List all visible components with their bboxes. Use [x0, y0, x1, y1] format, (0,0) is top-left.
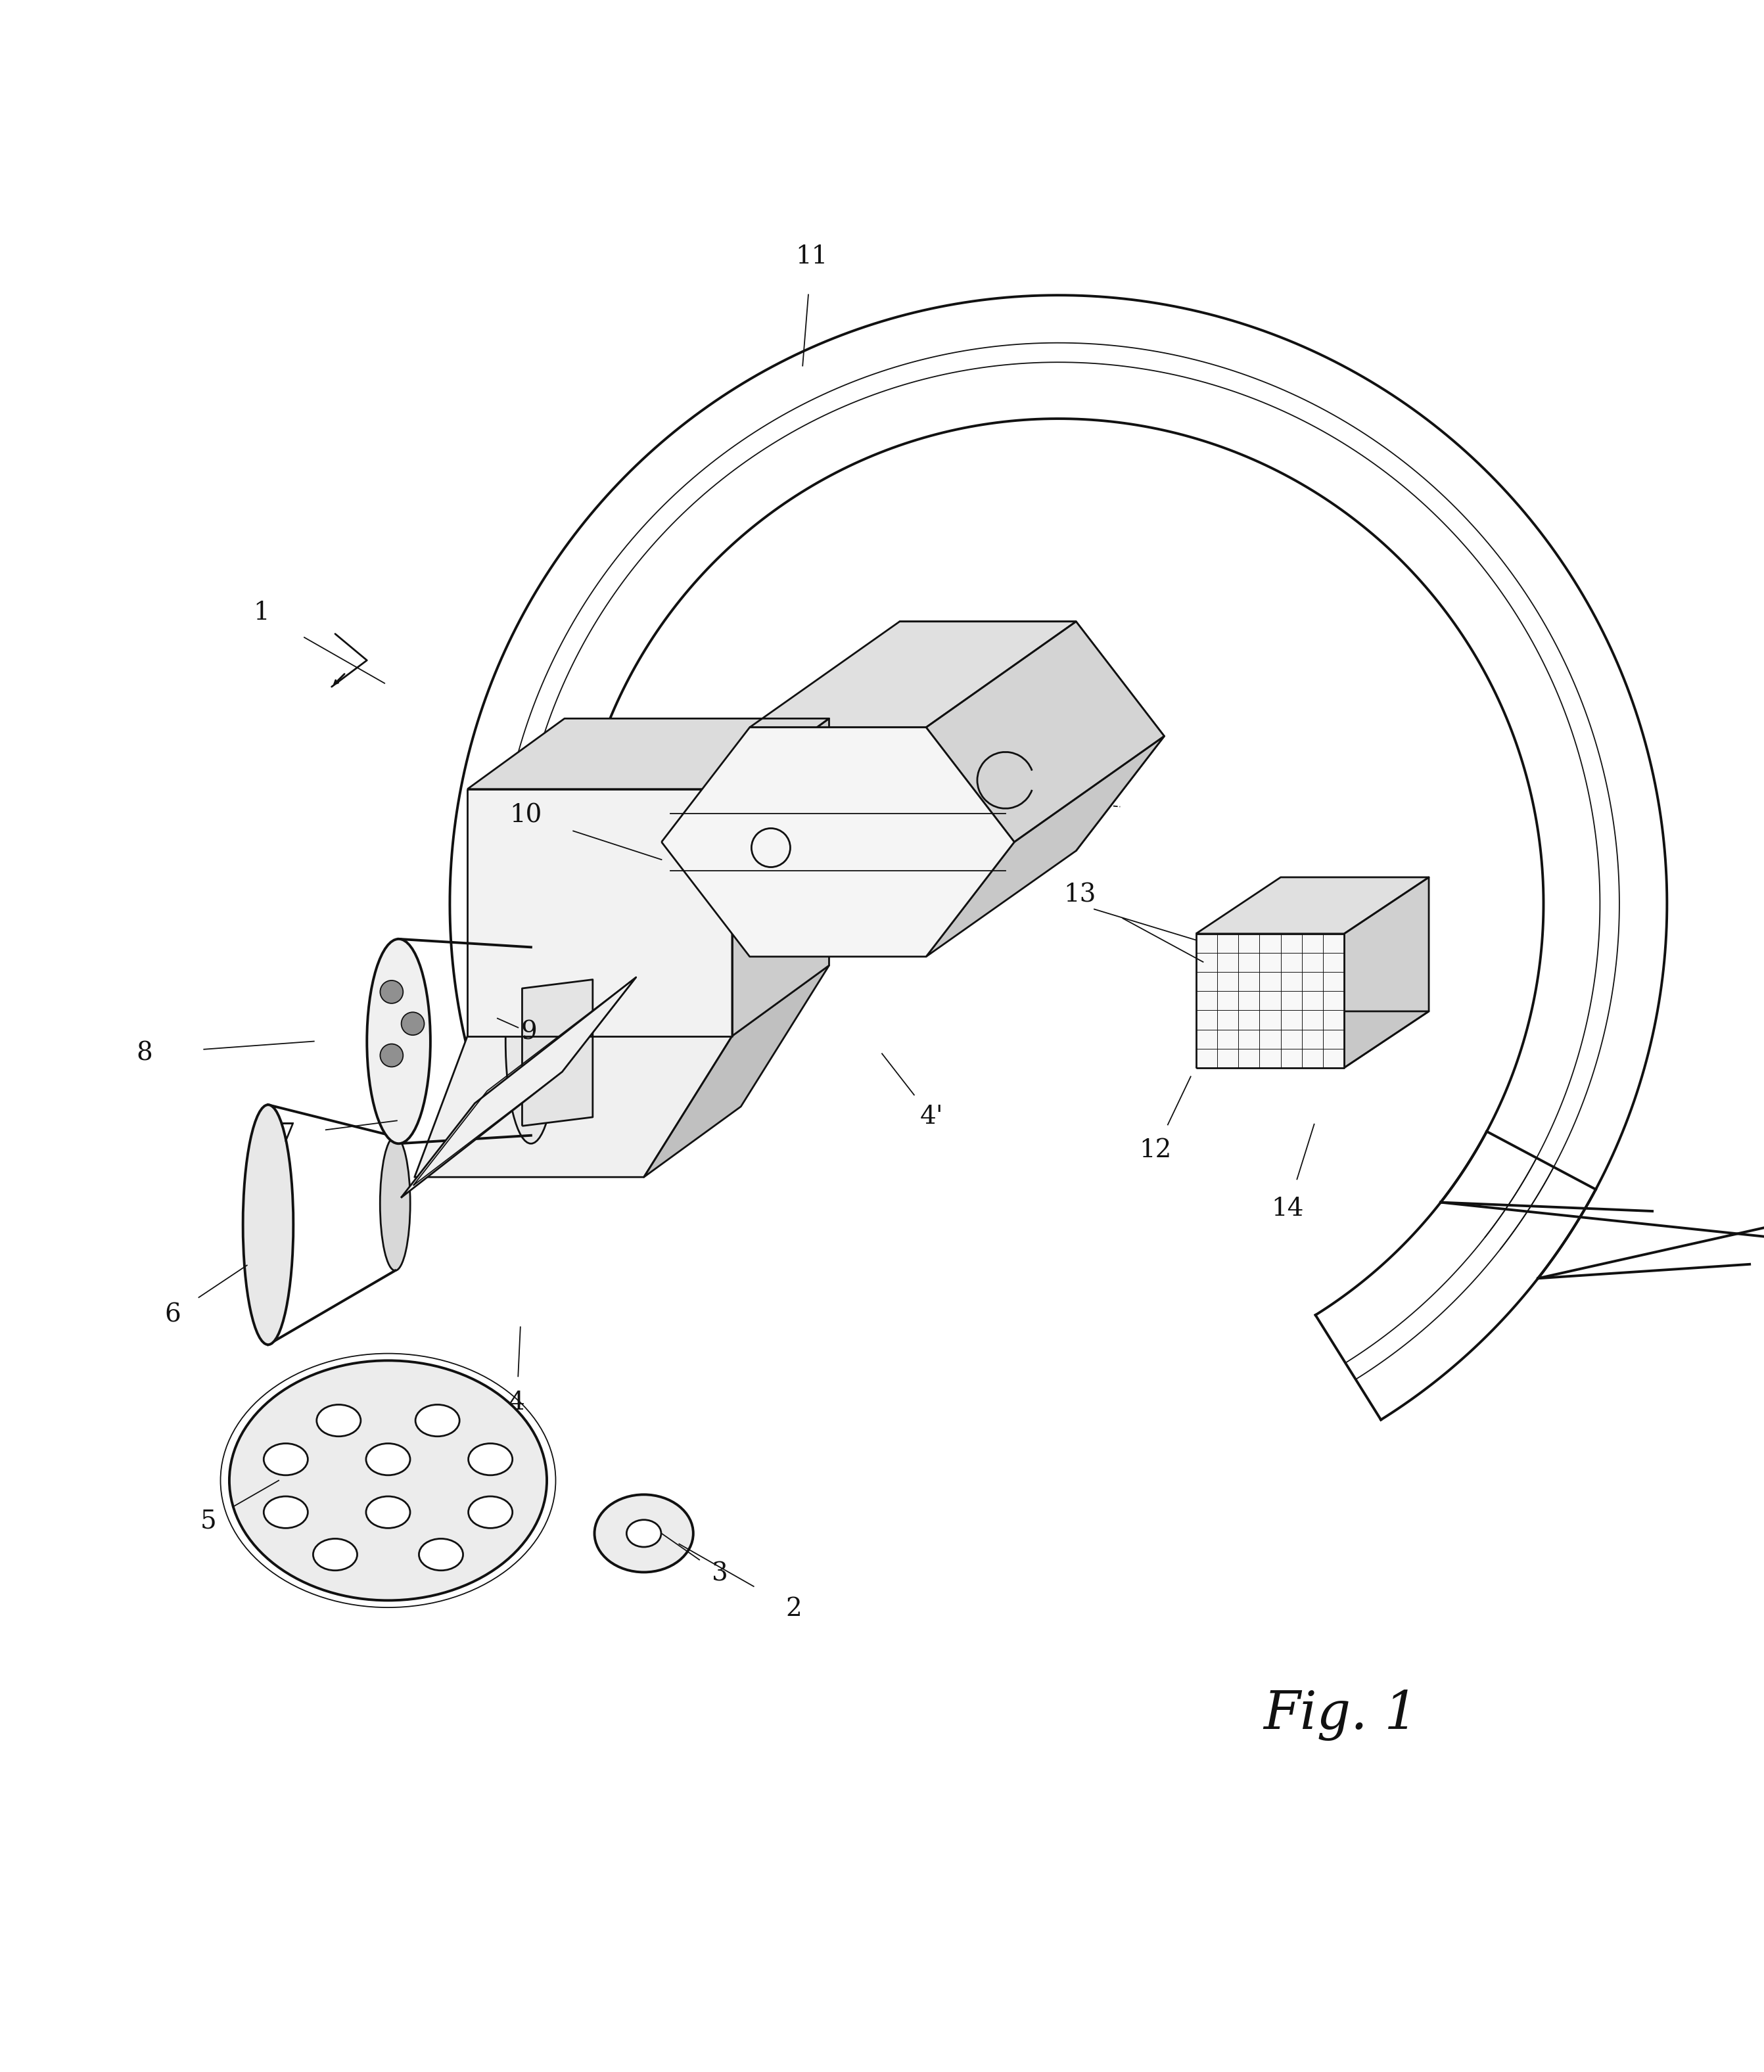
- Text: 4: 4: [508, 1390, 526, 1415]
- Polygon shape: [732, 719, 829, 1036]
- Polygon shape: [926, 622, 1164, 841]
- Ellipse shape: [379, 980, 402, 1003]
- Text: 12: 12: [1140, 1138, 1171, 1162]
- Text: 1: 1: [252, 601, 270, 626]
- Text: 13: 13: [1064, 883, 1095, 908]
- Ellipse shape: [265, 1444, 307, 1475]
- Polygon shape: [926, 736, 1164, 957]
- Text: 14: 14: [1272, 1198, 1304, 1220]
- Polygon shape: [811, 622, 1164, 852]
- Text: Fig. 1: Fig. 1: [1263, 1689, 1418, 1740]
- Ellipse shape: [626, 1519, 662, 1548]
- Text: 2: 2: [785, 1598, 803, 1622]
- Ellipse shape: [243, 1104, 293, 1345]
- Text: 7: 7: [279, 1123, 296, 1148]
- Polygon shape: [522, 980, 593, 1125]
- Polygon shape: [750, 622, 1076, 727]
- Ellipse shape: [420, 1539, 462, 1571]
- Polygon shape: [467, 789, 732, 1036]
- Text: 9: 9: [520, 1019, 538, 1044]
- Text: 6: 6: [164, 1303, 182, 1326]
- Ellipse shape: [379, 1138, 411, 1270]
- Polygon shape: [415, 1036, 732, 1177]
- Text: 4': 4': [919, 1104, 944, 1129]
- Ellipse shape: [594, 1494, 693, 1573]
- Polygon shape: [662, 727, 1014, 957]
- Polygon shape: [1344, 876, 1429, 1067]
- Ellipse shape: [367, 939, 430, 1144]
- Polygon shape: [1196, 934, 1344, 1067]
- Ellipse shape: [318, 1405, 360, 1436]
- Ellipse shape: [416, 1405, 459, 1436]
- Ellipse shape: [367, 1496, 409, 1527]
- Ellipse shape: [367, 1444, 409, 1475]
- Polygon shape: [467, 719, 829, 789]
- Ellipse shape: [229, 1361, 547, 1600]
- Ellipse shape: [402, 1013, 425, 1036]
- Ellipse shape: [469, 1444, 512, 1475]
- Polygon shape: [1196, 1011, 1429, 1067]
- Polygon shape: [644, 966, 829, 1177]
- Text: 5: 5: [199, 1508, 217, 1533]
- Text: 8: 8: [136, 1042, 153, 1065]
- Ellipse shape: [265, 1496, 307, 1527]
- Ellipse shape: [379, 1044, 402, 1067]
- Ellipse shape: [469, 1496, 512, 1527]
- Polygon shape: [400, 978, 637, 1198]
- Text: 3: 3: [711, 1562, 729, 1585]
- Ellipse shape: [506, 939, 556, 1144]
- Text: 10: 10: [510, 804, 542, 827]
- Ellipse shape: [314, 1539, 356, 1571]
- Text: 11: 11: [796, 244, 827, 269]
- Polygon shape: [1196, 876, 1429, 934]
